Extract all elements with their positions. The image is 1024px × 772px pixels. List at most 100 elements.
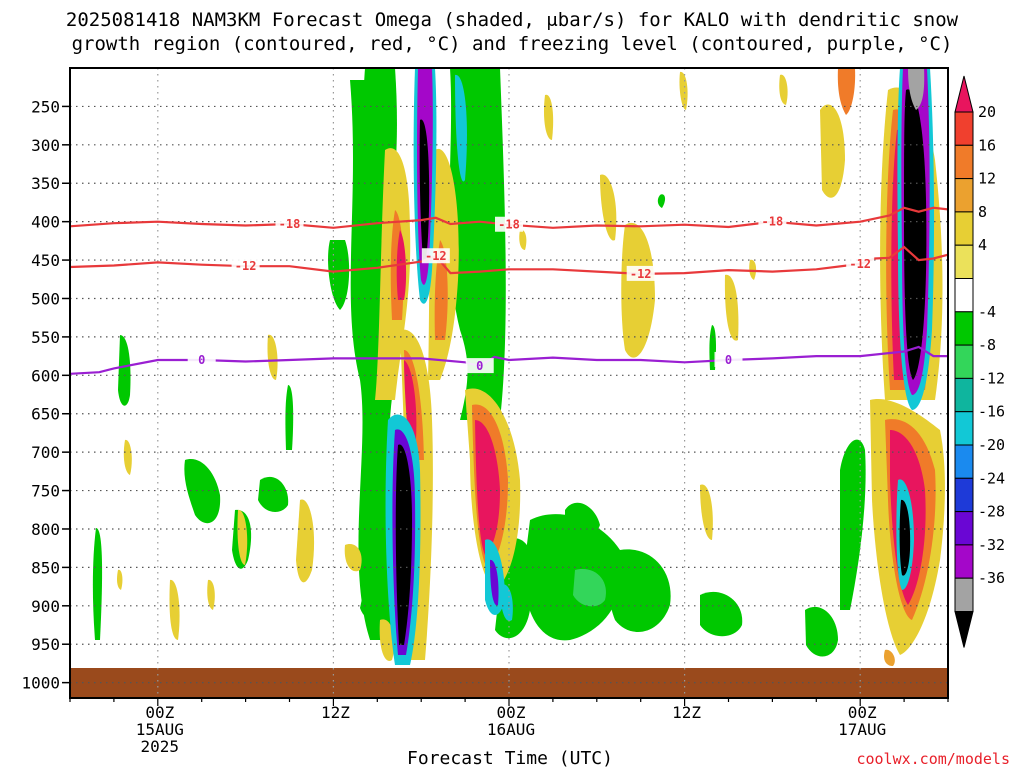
- omega-region: [700, 484, 713, 540]
- colorbar-swatch: [954, 144, 974, 180]
- omega-region: [419, 119, 430, 261]
- temperature-contours: -18 -18 -18 -12 -12 -12 -12 0 0 0: [70, 206, 948, 375]
- omega-region: [700, 591, 743, 637]
- omega-region: [118, 335, 131, 406]
- colorbar-label: -36: [978, 569, 1005, 587]
- y-tick-label: 900: [31, 597, 60, 616]
- x-tick-label: 15AUG: [136, 720, 184, 739]
- omega-region: [608, 549, 671, 632]
- omega-region: [779, 74, 788, 105]
- contour-label-bg: [495, 216, 523, 232]
- contour-label: -18: [498, 218, 520, 232]
- omega-region: [490, 559, 499, 606]
- y-tick-label: 250: [31, 97, 60, 116]
- colorbar-swatch: [954, 377, 974, 413]
- colorbar-swatch: [954, 211, 974, 246]
- colorbar-label: 12: [978, 170, 996, 188]
- x-tick-label: 12Z: [672, 703, 701, 722]
- y-tick-label: 800: [31, 520, 60, 539]
- contour-line: [70, 206, 948, 229]
- contour-label: -12: [425, 249, 447, 263]
- omega-region: [117, 569, 123, 590]
- omega-region: [328, 240, 350, 310]
- contour-label: 0: [476, 359, 483, 373]
- omega-region: [805, 606, 838, 657]
- omega-region: [837, 68, 856, 115]
- colorbar-swatch: [954, 544, 974, 579]
- contour-label-bg: [626, 265, 655, 281]
- x-tick-label: 17AUG: [838, 720, 886, 739]
- omega-region: [679, 71, 688, 110]
- colorbar-arrow-top: [954, 75, 974, 113]
- omega-region: [344, 544, 362, 572]
- colorbar-swatch: [954, 511, 974, 546]
- omega-region: [904, 89, 927, 380]
- contour-label: 0: [198, 353, 205, 367]
- omega-region: [123, 439, 132, 475]
- y-tick-label: 300: [31, 136, 60, 155]
- omega-region: [519, 229, 527, 250]
- omega-region: [475, 420, 500, 555]
- omega-region: [285, 385, 294, 450]
- contour-label: 0: [725, 353, 732, 367]
- colorbar-label: -32: [978, 536, 1005, 554]
- colorbar-swatch: [954, 178, 974, 213]
- omega-region: [883, 649, 895, 666]
- y-tick-label: 550: [31, 328, 60, 347]
- x-tick-label: 00Z: [497, 703, 526, 722]
- y-tick-label: 700: [31, 443, 60, 462]
- omega-region: [258, 476, 289, 512]
- omega-region: [296, 499, 315, 583]
- colorbar-swatch: [954, 344, 974, 379]
- omega-region: [500, 584, 513, 621]
- omega-region: [455, 74, 467, 182]
- omega-region: [169, 579, 180, 640]
- colorbar-swatch: [954, 311, 974, 346]
- colorbar-label: 8: [978, 203, 987, 221]
- contour-label-bg: [758, 213, 787, 229]
- colorbar-label: -16: [978, 403, 1005, 421]
- omega-region: [237, 509, 248, 565]
- omega-region: [600, 174, 617, 241]
- contour-label-bg: [465, 358, 494, 374]
- chart-title-line1: 2025081418 NAM3KM Forecast Omega (shaded…: [66, 9, 959, 31]
- y-tick-label: 1000: [21, 674, 60, 693]
- colorbar-label: -28: [978, 503, 1005, 521]
- colorbar: 20 16 12 8 4 -4 -8 -12 -16 -20 -24 -28 -32 -36: [954, 75, 1005, 648]
- contour-label: -18: [279, 217, 301, 231]
- y-tick-label: 650: [31, 405, 60, 424]
- omega-region: [899, 499, 911, 576]
- y-tick-label: 950: [31, 635, 60, 654]
- y-tick-label: 500: [31, 289, 60, 308]
- credit-text: coolwx.com/models: [856, 750, 1010, 768]
- y-tick-label: 350: [31, 174, 60, 193]
- omega-region: [395, 444, 412, 645]
- x-tick-label: 00Z: [848, 703, 877, 722]
- contour-label: -12: [630, 267, 652, 281]
- x-tick-label: 2025: [141, 737, 180, 756]
- omega-region: [657, 194, 666, 208]
- omega-region: [524, 514, 623, 641]
- omega-region: [379, 619, 395, 661]
- contour-label: -18: [762, 215, 784, 229]
- omega-region: [573, 569, 606, 607]
- y-tick-label: 600: [31, 366, 60, 385]
- colorbar-label: 4: [978, 236, 987, 254]
- omega-region: [724, 274, 739, 341]
- x-tick-label: 16AUG: [487, 720, 535, 739]
- omega-region: [908, 68, 925, 110]
- omega-region: [565, 502, 600, 537]
- omega-region: [267, 334, 278, 380]
- colorbar-swatch: [954, 111, 974, 146]
- plot-area: -18 -18 -18 -12 -12 -12 -12 0 0 0: [70, 68, 948, 698]
- y-tick-label: 850: [31, 558, 60, 577]
- colorbar-label: 20: [978, 103, 996, 121]
- y-tick-label: 750: [31, 482, 60, 501]
- chart-title-line2: growth region (contoured, red, °C) and f…: [72, 33, 953, 55]
- contour-line: [70, 245, 948, 276]
- contour-label-bg: [846, 255, 875, 271]
- colorbar-label: -20: [978, 436, 1005, 454]
- colorbar-swatch: [954, 477, 974, 513]
